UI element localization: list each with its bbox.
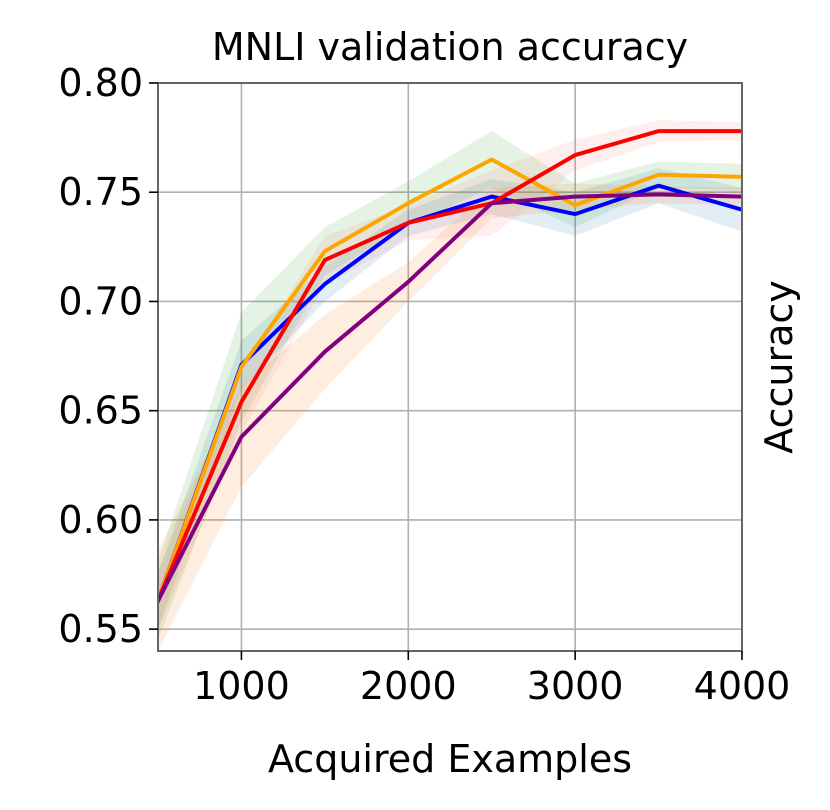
series-4-line (158, 192, 742, 604)
series-lines (158, 129, 742, 604)
y-tick-label: 0.80 (58, 61, 143, 105)
confidence-bands (158, 120, 742, 651)
series-3-line (158, 129, 742, 604)
x-tick-label: 1000 (193, 664, 290, 708)
y-tick-label: 0.70 (58, 279, 143, 323)
axis-ticks: 1000 2000 3000 4000 0.55 0.60 0.65 0.70 0.75 0.80 (58, 61, 790, 708)
y-axis-label: Accuracy (757, 280, 801, 454)
y-tick-label: 0.60 (58, 498, 143, 542)
y-tick-label: 0.75 (58, 170, 143, 214)
x-tick-label: 3000 (527, 664, 624, 708)
series-2-band (158, 131, 742, 641)
series-1-line (158, 183, 742, 604)
series-2-line (158, 157, 742, 604)
y-tick-label: 0.65 (58, 389, 143, 433)
series-3-band (158, 120, 742, 630)
x-tick-label: 4000 (694, 664, 791, 708)
y-tick-label: 0.55 (58, 607, 143, 651)
chart-title: MNLI validation accuracy (212, 25, 688, 69)
series-4-band (158, 183, 742, 651)
plot-area-frame (157, 82, 743, 652)
x-tick-label: 2000 (360, 664, 457, 708)
x-axis-label: Acquired Examples (268, 737, 632, 781)
